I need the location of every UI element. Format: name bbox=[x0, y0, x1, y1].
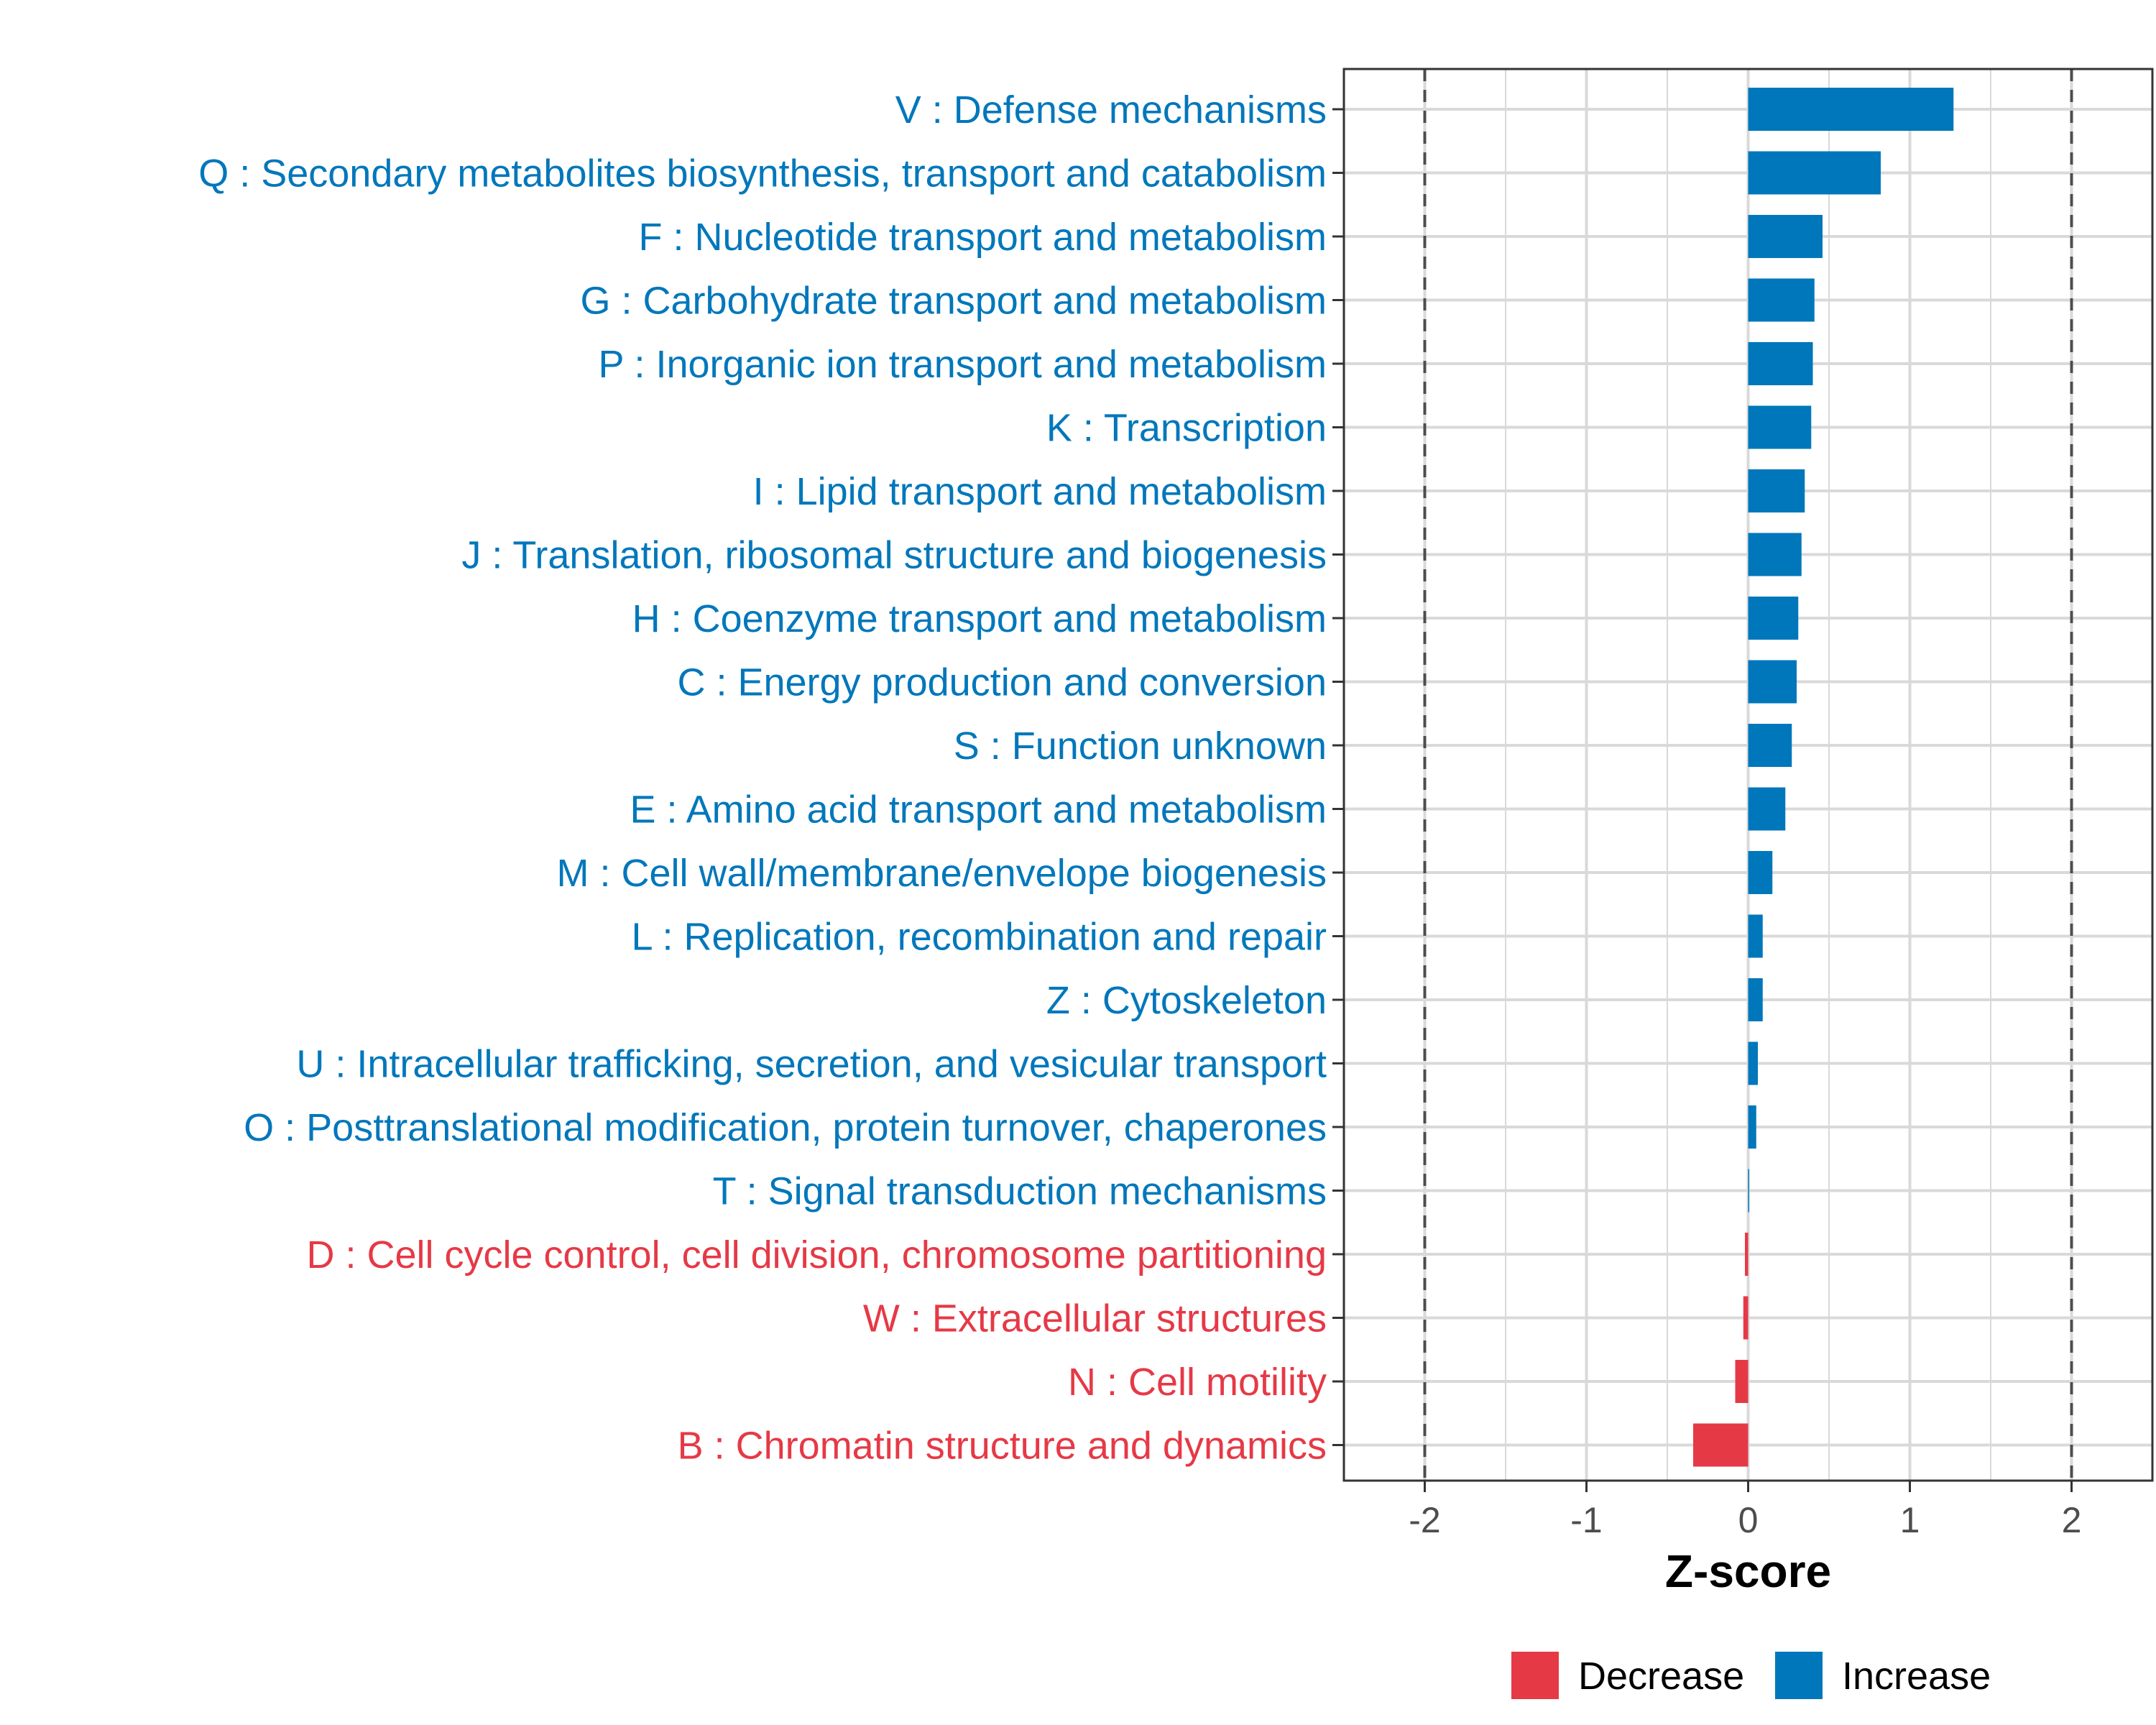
category-labels: V : Defense mechanisms Q : Secondary meta… bbox=[198, 88, 1327, 1468]
x-tick-label: -1 bbox=[1570, 1500, 1602, 1540]
x-tick-label: -2 bbox=[1409, 1500, 1440, 1540]
category-label: W : Extracellular structures bbox=[863, 1297, 1327, 1340]
bar bbox=[1748, 914, 1763, 958]
category-label: B : Chromatin structure and dynamics bbox=[678, 1425, 1327, 1468]
category-label: I : Lipid transport and metabolism bbox=[753, 470, 1327, 513]
bar bbox=[1748, 405, 1812, 449]
bar bbox=[1748, 278, 1815, 322]
bar bbox=[1743, 1296, 1749, 1340]
bar bbox=[1748, 1169, 1749, 1213]
legend-label: Decrease bbox=[1578, 1655, 1744, 1698]
category-label: V : Defense mechanisms bbox=[895, 88, 1327, 132]
bar bbox=[1748, 597, 1799, 640]
bar bbox=[1748, 724, 1792, 767]
bar bbox=[1748, 787, 1786, 831]
legend: Decrease Increase bbox=[1511, 1652, 1991, 1699]
bar bbox=[1748, 1105, 1756, 1149]
x-axis-title: Z-score bbox=[1665, 1545, 1831, 1597]
bar bbox=[1748, 342, 1813, 385]
category-label: D : Cell cycle control, cell division, c… bbox=[306, 1233, 1327, 1276]
category-label: F : Nucleotide transport and metabolism bbox=[639, 216, 1327, 259]
bar bbox=[1748, 88, 1954, 131]
bar bbox=[1748, 215, 1823, 258]
bar bbox=[1748, 978, 1763, 1021]
category-label: K : Transcription bbox=[1046, 407, 1327, 450]
bar bbox=[1748, 533, 1802, 576]
legend-swatch bbox=[1775, 1652, 1823, 1699]
bar bbox=[1748, 151, 1881, 195]
category-label: T : Signal transduction mechanisms bbox=[713, 1170, 1327, 1213]
category-label: O : Posttranslational modification, prot… bbox=[244, 1106, 1327, 1149]
category-label: P : Inorganic ion transport and metaboli… bbox=[598, 343, 1327, 386]
category-label: U : Intracellular trafficking, secretion… bbox=[296, 1043, 1327, 1086]
category-label: J : Translation, ribosomal structure and… bbox=[461, 534, 1327, 577]
category-label: Z : Cytoskeleton bbox=[1046, 979, 1327, 1022]
category-label: S : Function unknown bbox=[954, 724, 1327, 768]
reference-lines bbox=[1423, 69, 2073, 1481]
category-label: L : Replication, recombination and repai… bbox=[631, 916, 1327, 959]
legend-label: Increase bbox=[1842, 1655, 1991, 1698]
category-label: Q : Secondary metabolites biosynthesis, … bbox=[198, 152, 1327, 196]
category-label: E : Amino acid transport and metabolism bbox=[630, 788, 1327, 832]
category-label: M : Cell wall/membrane/envelope biogenes… bbox=[556, 852, 1327, 895]
x-tick-label: 0 bbox=[1738, 1500, 1759, 1540]
bar bbox=[1748, 1041, 1758, 1085]
x-tick-label: 1 bbox=[1900, 1500, 1920, 1540]
legend-swatch bbox=[1511, 1652, 1559, 1699]
x-tick-label: 2 bbox=[2062, 1500, 2082, 1540]
category-label: H : Coenzyme transport and metabolism bbox=[632, 597, 1327, 640]
bar bbox=[1693, 1423, 1749, 1467]
bar bbox=[1745, 1233, 1749, 1276]
category-label: C : Energy production and conversion bbox=[677, 661, 1327, 704]
category-label: G : Carbohydrate transport and metabolis… bbox=[581, 280, 1327, 323]
category-label: N : Cell motility bbox=[1068, 1361, 1327, 1404]
bar bbox=[1748, 660, 1797, 704]
bar bbox=[1748, 851, 1773, 894]
bar bbox=[1748, 469, 1805, 512]
bar-layer bbox=[1693, 88, 1954, 1467]
bar bbox=[1735, 1360, 1749, 1403]
x-axis-ticks: -2 -1 0 1 2 bbox=[1409, 1481, 2081, 1540]
y-axis-ticks bbox=[1332, 108, 1344, 1446]
